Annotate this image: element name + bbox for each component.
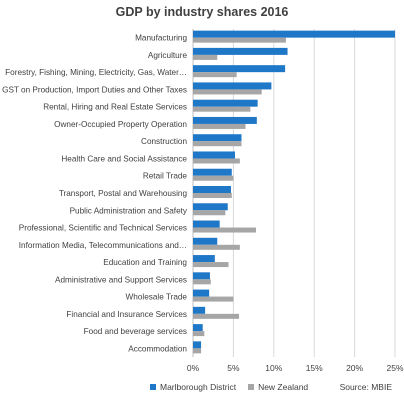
bar-new-zealand <box>193 37 286 43</box>
x-tick-label: 20% <box>346 363 363 373</box>
category-label: Owner-Occupied Property Operation <box>54 120 187 129</box>
bar-new-zealand <box>193 296 234 302</box>
bar-marlborough <box>193 324 203 332</box>
bar-new-zealand <box>193 279 211 285</box>
bar-marlborough <box>193 306 206 314</box>
category-label: Education and Training <box>103 258 187 267</box>
category-label: Agriculture <box>148 51 188 60</box>
bar-marlborough <box>193 116 257 124</box>
category-label: Health Care and Social Assistance <box>61 154 187 163</box>
bar-new-zealand <box>193 175 234 181</box>
bar-new-zealand <box>193 106 251 112</box>
bar-marlborough <box>193 47 288 55</box>
bar-new-zealand <box>193 331 205 337</box>
bar-new-zealand <box>193 262 229 268</box>
category-label: Construction <box>141 137 187 146</box>
legend-item-marlborough: Marlborough District <box>150 382 236 392</box>
category-label: GST on Production, Import Duties and Oth… <box>2 85 187 94</box>
bar-marlborough <box>193 30 395 38</box>
category-label: Wholesale Trade <box>126 293 188 302</box>
bar-marlborough <box>193 220 220 228</box>
category-label: Food and beverage services <box>84 327 187 336</box>
bar-new-zealand <box>193 193 232 198</box>
x-tick-label: 10% <box>265 363 282 373</box>
legend-swatch-marlborough <box>150 384 156 390</box>
bar-new-zealand <box>193 158 240 164</box>
bar-new-zealand <box>193 313 240 319</box>
bar-new-zealand <box>193 141 242 147</box>
category-label: Rental, Hiring and Real Estate Services <box>43 103 187 112</box>
bar-marlborough <box>193 255 215 263</box>
x-tick-label: 15% <box>306 363 323 373</box>
bar-marlborough <box>193 151 236 159</box>
category-label: Professional, Scientific and Technical S… <box>19 224 187 233</box>
bar-new-zealand <box>193 348 202 354</box>
bar-marlborough <box>193 237 218 245</box>
x-tick-label: 5% <box>227 363 240 373</box>
bar-marlborough <box>193 272 210 280</box>
bar-new-zealand <box>193 227 257 233</box>
bar-new-zealand <box>193 54 218 60</box>
legend-label-new-zealand: New Zealand <box>258 382 309 392</box>
bar-marlborough <box>193 341 202 349</box>
bar-new-zealand <box>193 244 240 250</box>
category-label: Financial and Insurance Services <box>66 310 187 319</box>
bar-marlborough <box>193 186 231 193</box>
category-label: Accommodation <box>128 344 187 353</box>
legend: Marlborough District New Zealand <box>150 382 320 392</box>
bar-new-zealand <box>193 89 262 95</box>
legend-item-new-zealand: New Zealand <box>248 382 308 392</box>
bar-new-zealand <box>193 123 246 129</box>
bar-marlborough <box>193 203 228 211</box>
bar-new-zealand <box>193 210 226 216</box>
bar-new-zealand <box>193 72 237 78</box>
category-label: Manufacturing <box>135 34 187 43</box>
legend-label-marlborough: Marlborough District <box>160 382 237 392</box>
bar-marlborough <box>193 134 242 142</box>
x-tick-label: 0% <box>187 363 200 373</box>
bar-marlborough <box>193 99 258 107</box>
bar-marlborough <box>193 65 286 73</box>
source-note: Source: MBIE <box>339 382 392 392</box>
category-label: Public Administration and Safety <box>70 206 188 215</box>
legend-swatch-new-zealand <box>248 384 255 390</box>
bar-marlborough <box>193 82 272 90</box>
category-label: Administrative and Support Services <box>55 275 187 284</box>
category-label: Forestry, Fishing, Mining, Electricity, … <box>5 68 187 77</box>
category-label: Information Media, Telecommunications an… <box>19 241 187 250</box>
bar-marlborough <box>193 289 210 297</box>
bar-marlborough <box>193 168 232 176</box>
x-tick-label: 25% <box>386 363 403 373</box>
category-label: Retail Trade <box>143 172 188 181</box>
category-label: Transport, Postal and Warehousing <box>59 189 188 198</box>
chart-title: GDP by industry shares 2016 <box>115 5 289 19</box>
